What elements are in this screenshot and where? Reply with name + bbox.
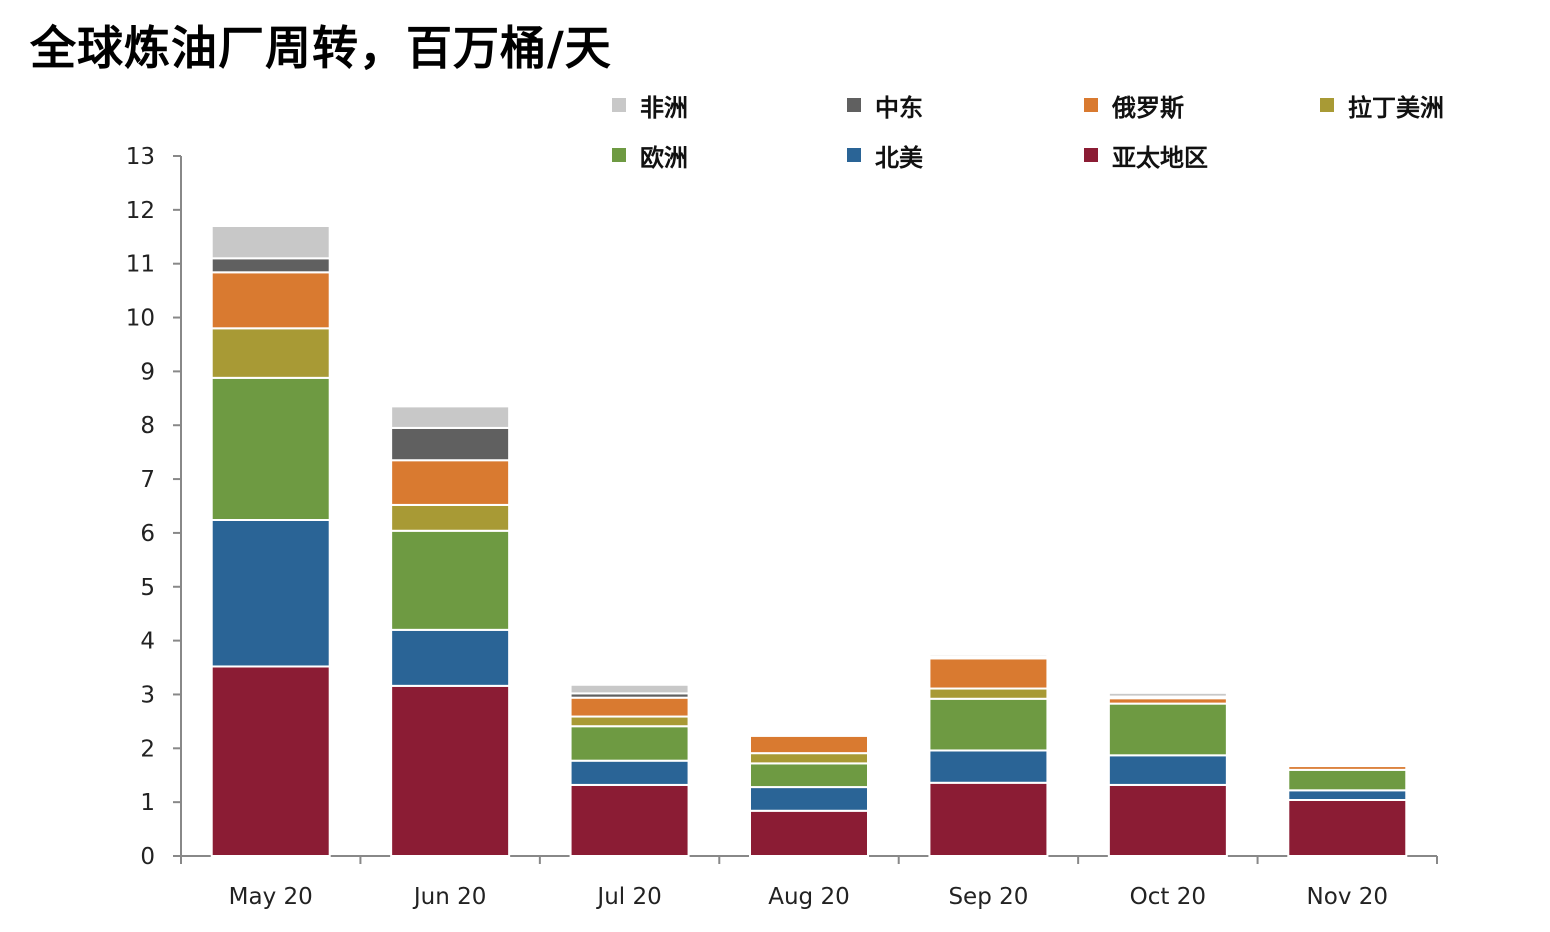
bars <box>210 225 1408 858</box>
legend-swatch <box>847 148 861 162</box>
bar-segment <box>928 697 1049 752</box>
bar-segment <box>1107 691 1228 698</box>
bar-segment <box>390 405 511 429</box>
legend-swatch <box>1084 148 1098 162</box>
x-tick-label: Jun 20 <box>412 884 487 910</box>
y-tick-label: 4 <box>140 629 155 655</box>
y-tick-label: 6 <box>140 521 155 547</box>
legend-swatch <box>612 148 626 162</box>
bar-segment <box>749 762 869 789</box>
y-tick-label: 8 <box>140 413 155 439</box>
legend-label: 俄罗斯 <box>1111 93 1184 122</box>
bar-segment <box>390 684 511 857</box>
legend-swatch <box>612 98 626 112</box>
bar-segment <box>210 327 331 379</box>
bar-segment <box>390 459 511 506</box>
chart-title: 全球炼油厂周转，百万桶/天 <box>30 21 612 75</box>
bar-segment <box>569 696 690 718</box>
bar-segment <box>928 687 1049 700</box>
y-tick-label: 10 <box>126 306 155 332</box>
bar-segment <box>390 529 511 631</box>
legend-label: 北美 <box>875 143 923 172</box>
y-tick-label: 12 <box>126 198 155 224</box>
x-tick-label: Aug 20 <box>768 884 850 910</box>
bar-segment <box>1287 799 1408 857</box>
y-tick-label: 9 <box>140 359 155 385</box>
legend-label: 非洲 <box>640 93 688 122</box>
y-tick-label: 2 <box>140 736 155 762</box>
bar-segment <box>390 503 511 532</box>
bar-segment <box>210 225 331 260</box>
bar-segment <box>210 257 331 274</box>
x-tick-label: May 20 <box>229 884 313 910</box>
bar-segment <box>569 783 690 858</box>
y-tick-label: 7 <box>140 467 155 493</box>
legend-label: 亚太地区 <box>1112 143 1208 172</box>
y-tick-label: 11 <box>126 252 155 278</box>
legend-swatch <box>1084 98 1098 112</box>
y-tick-label: 5 <box>140 575 155 601</box>
y-tick-label: 13 <box>126 144 155 170</box>
bar-segment <box>1287 768 1408 792</box>
bar-segment <box>749 786 869 812</box>
bar-segment <box>569 683 690 695</box>
bar-segment <box>928 657 1049 690</box>
bar-segment <box>390 426 511 462</box>
x-tick-label: Oct 20 <box>1130 884 1206 910</box>
legend-swatch <box>847 98 861 112</box>
legend-label: 拉丁美洲 <box>1348 93 1444 122</box>
bar-segment <box>1107 702 1228 757</box>
x-tick-label: Sep 20 <box>948 884 1028 910</box>
bar-segment <box>928 653 1049 658</box>
legend-swatch <box>1320 98 1334 112</box>
bar-segment <box>210 271 331 330</box>
bar-segment <box>928 749 1049 784</box>
bar-segment <box>1107 783 1228 858</box>
bar-segment <box>210 376 331 521</box>
bar-segment <box>210 665 331 858</box>
x-tick-label: Nov 20 <box>1307 884 1388 910</box>
y-tick-label: 1 <box>140 790 155 816</box>
legend-label: 欧洲 <box>640 143 688 172</box>
bar-segment <box>390 628 511 687</box>
bar-segment <box>210 519 331 668</box>
y-tick-label: 3 <box>140 682 155 708</box>
bar-segment <box>749 734 869 755</box>
bar-segment <box>928 781 1049 857</box>
bar-segment <box>569 715 690 728</box>
bar-segment <box>749 752 869 765</box>
bar-segment <box>569 725 690 762</box>
x-tick-label: Jul 20 <box>595 884 661 910</box>
bar-segment <box>569 759 690 786</box>
bar-segment <box>1287 765 1408 771</box>
legend-label: 中东 <box>875 93 923 122</box>
bar-segment <box>1287 789 1408 801</box>
bar-segment <box>749 809 869 857</box>
y-tick-label: 0 <box>140 844 155 870</box>
bar-segment <box>1107 754 1228 786</box>
